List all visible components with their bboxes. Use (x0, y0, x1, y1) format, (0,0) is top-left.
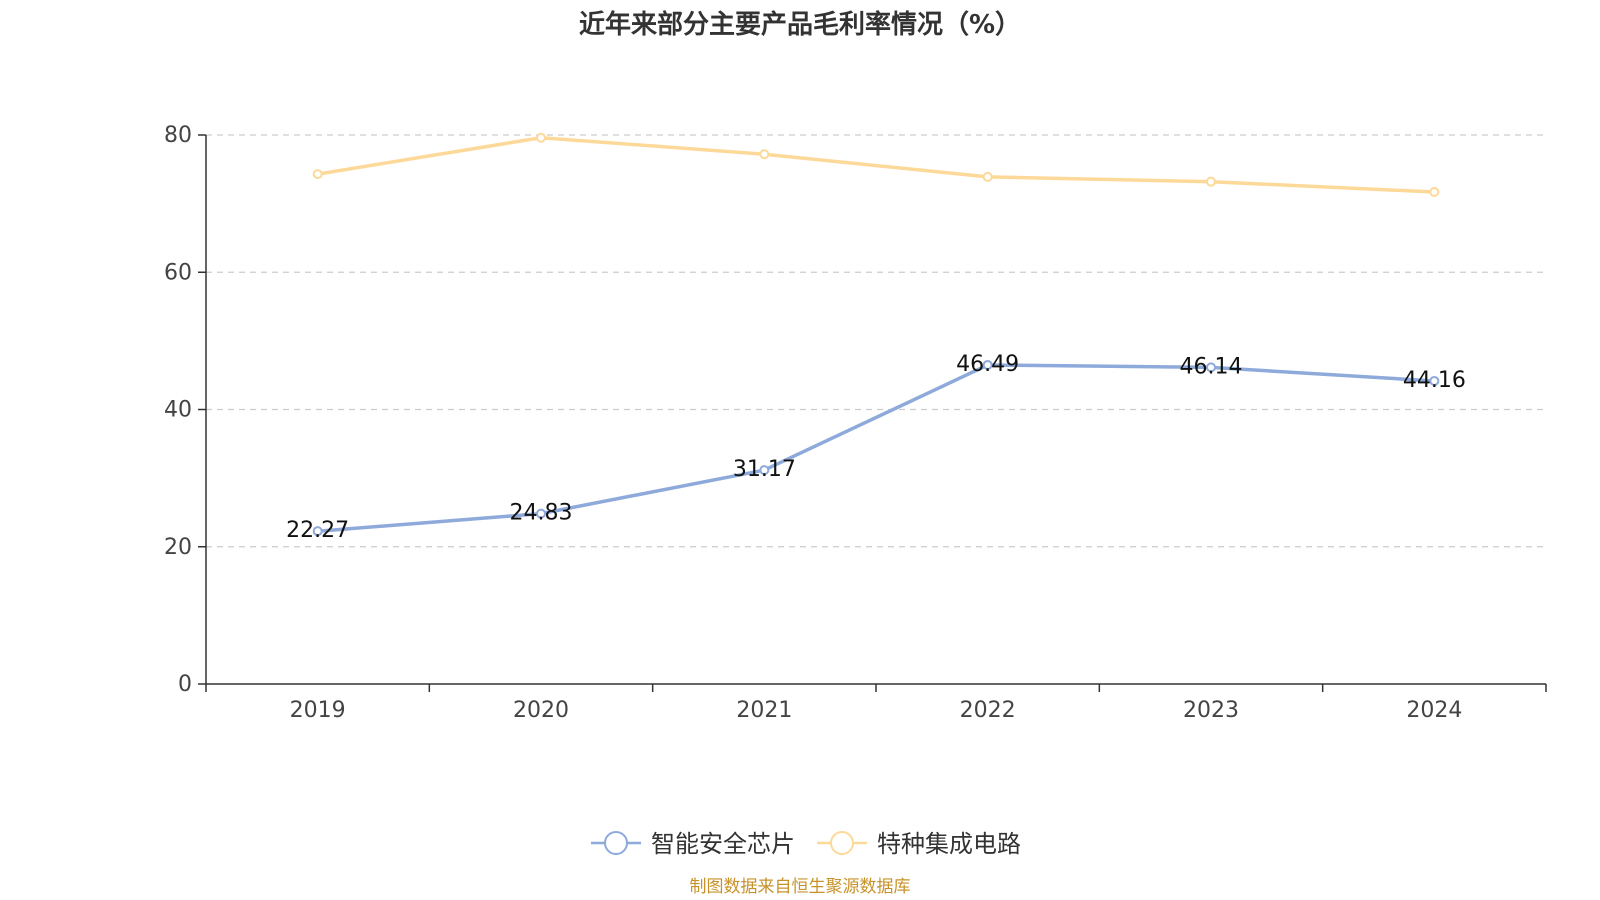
data-point (312, 169, 323, 180)
x-tick-label: 2023 (1183, 698, 1239, 723)
data-point (1429, 186, 1440, 197)
x-tick-label: 2019 (290, 698, 346, 723)
legend-marker-icon (604, 831, 628, 855)
x-tick-label: 2021 (736, 698, 792, 723)
data-label: 46.49 (956, 352, 1019, 377)
data-point (759, 149, 770, 160)
legend-marker-icon (830, 831, 854, 855)
source-note: 制图数据来自恒生聚源数据库 (690, 877, 911, 897)
axes: 0 20 40 60 80 2019 2020 2021 2022 2023 2024 (164, 123, 1547, 723)
series-line-1 (317, 363, 1435, 533)
data-point (312, 526, 323, 537)
grid-lines (206, 134, 1546, 548)
y-tick-label: 20 (164, 535, 192, 560)
series (312, 132, 1440, 537)
y-tick-label: 60 (164, 260, 192, 285)
data-point (982, 171, 993, 182)
chart-title: 近年来部分主要产品毛利率情况（%） (579, 9, 1021, 40)
data-label: 22.27 (286, 518, 349, 543)
x-tick-label: 2024 (1406, 698, 1462, 723)
legend-item-1[interactable]: 智能安全芯片 (591, 830, 795, 858)
y-tick-label: 0 (178, 672, 192, 697)
data-labels: 22.27 24.83 31.17 46.49 46.14 44.16 (286, 352, 1466, 543)
data-point (982, 359, 993, 370)
y-tick-label: 80 (164, 123, 192, 148)
data-point (536, 132, 546, 143)
data-point (1429, 375, 1440, 386)
legend-label: 智能安全芯片 (651, 830, 795, 858)
legend-item-2[interactable]: 特种集成电路 (817, 830, 1021, 858)
data-label: 31.17 (733, 457, 796, 482)
data-point (536, 508, 546, 519)
legend: 智能安全芯片 特种集成电路 (591, 830, 1021, 858)
data-point (1206, 362, 1216, 373)
data-point (759, 465, 770, 476)
data-label: 44.16 (1403, 368, 1466, 393)
legend-label: 特种集成电路 (877, 830, 1021, 858)
y-tick-label: 40 (164, 398, 192, 423)
x-tick-label: 2020 (513, 698, 569, 723)
data-label: 46.14 (1180, 354, 1243, 379)
series-line-2 (317, 135, 1435, 194)
x-tick-label: 2022 (960, 698, 1016, 723)
data-point (1206, 176, 1216, 187)
data-label: 24.83 (510, 501, 573, 526)
